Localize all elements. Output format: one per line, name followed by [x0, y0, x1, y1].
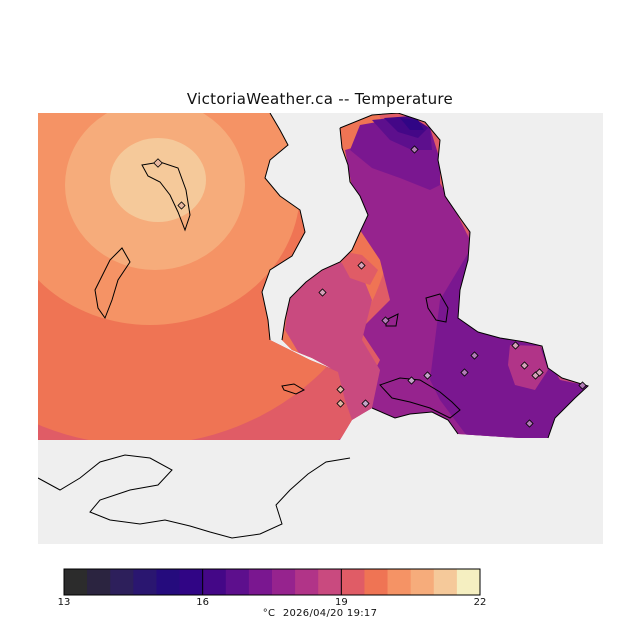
- legend-color-bin: [156, 569, 181, 595]
- station-marker[interactable]: [423, 371, 432, 380]
- station-marker[interactable]: [153, 158, 163, 168]
- legend-tick-label-t22: 22: [473, 597, 487, 608]
- station-marker[interactable]: [511, 341, 520, 350]
- legend-color-bin: [87, 569, 111, 595]
- legend-tick-label-t13: 13: [57, 597, 71, 608]
- legend-color-bin: [248, 569, 273, 595]
- legend-unit: °C: [262, 608, 276, 619]
- legend-color-bin: [410, 569, 435, 595]
- legend-color-bins: [64, 569, 481, 595]
- legend-color-bin: [64, 569, 88, 595]
- legend-color-bin: [225, 569, 250, 595]
- station-marker[interactable]: [381, 316, 390, 325]
- station-marker[interactable]: [578, 381, 587, 390]
- legend-color-bin: [272, 569, 296, 595]
- station-marker[interactable]: [525, 419, 534, 428]
- station-marker[interactable]: [357, 261, 366, 270]
- station-marker[interactable]: [460, 368, 469, 377]
- legend-caption: °C 2026/04/20 19:17: [0, 608, 640, 619]
- legend-color-bin: [341, 569, 365, 595]
- legend-tick-label-t19: 19: [334, 597, 348, 608]
- station-marker[interactable]: [336, 399, 345, 408]
- legend-color-bin: [202, 569, 227, 595]
- legend-color-bin: [364, 569, 389, 595]
- legend-tick-label-t16: 16: [196, 597, 210, 608]
- map-title: VictoriaWeather.ca -- Temperature: [186, 90, 454, 108]
- station-marker[interactable]: [361, 399, 370, 408]
- station-marker[interactable]: [535, 368, 544, 377]
- station-marker[interactable]: [470, 351, 479, 360]
- station-marker[interactable]: [407, 376, 416, 385]
- legend-color-bin: [456, 569, 481, 595]
- station-markers: [153, 145, 587, 428]
- legend-color-bin: [387, 569, 412, 595]
- legend-color-bin: [133, 569, 157, 595]
- legend-color-bin: [295, 569, 319, 595]
- station-marker[interactable]: [336, 385, 345, 394]
- legend-timestamp: 2026/04/20 19:17: [282, 608, 378, 619]
- station-marker[interactable]: [410, 145, 419, 154]
- station-marker[interactable]: [177, 201, 186, 210]
- legend-color-bin: [433, 569, 458, 595]
- station-marker[interactable]: [520, 361, 529, 370]
- legend-color-bin: [318, 569, 342, 595]
- legend-color-bin: [179, 569, 204, 595]
- temperature-field: [38, 113, 588, 440]
- legend-color-bin: [110, 569, 134, 595]
- station-marker[interactable]: [318, 288, 327, 297]
- legend-tick-marks: [63, 569, 481, 595]
